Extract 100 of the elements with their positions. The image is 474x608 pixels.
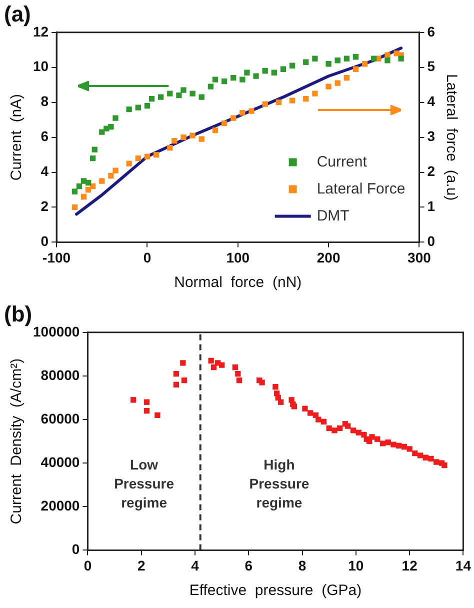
point [108, 172, 114, 179]
y2-axis-title: Lateral force (a.u) [442, 74, 460, 201]
point [212, 127, 218, 134]
y-tick-label: 10 [32, 58, 49, 74]
point [320, 418, 327, 425]
x-tick-label: 8 [298, 557, 306, 574]
annotation: High Pressure regime [249, 456, 310, 511]
point [417, 452, 424, 458]
point [371, 56, 377, 62]
point [176, 92, 182, 98]
point [244, 70, 250, 76]
y-axis-title: Current (nA) [8, 94, 26, 181]
point [361, 432, 367, 438]
point [352, 54, 359, 60]
x-tick-label: 0 [143, 249, 152, 266]
y2-tick-label: 4 [427, 93, 436, 110]
point [276, 100, 282, 106]
x-tick-label: -100 [42, 249, 71, 266]
point [72, 204, 78, 210]
point [130, 397, 136, 403]
point [76, 183, 82, 190]
point [154, 412, 160, 418]
point [232, 364, 238, 370]
point [334, 58, 340, 64]
point [350, 428, 356, 434]
point [248, 108, 254, 114]
point [308, 410, 314, 416]
point [167, 144, 173, 151]
y-tick-label: 80000 [40, 366, 80, 383]
point [236, 377, 242, 384]
point [158, 94, 164, 100]
x-tick-label: 200 [316, 249, 340, 266]
point [173, 382, 180, 388]
point [337, 425, 343, 432]
point [332, 428, 338, 434]
point [235, 370, 241, 377]
point [112, 168, 118, 174]
point [210, 364, 217, 370]
y-tick-label: 12 [32, 23, 49, 40]
point [326, 84, 332, 90]
point [144, 399, 150, 405]
point [262, 101, 268, 107]
point [253, 73, 259, 79]
point [428, 456, 434, 462]
point [369, 434, 375, 440]
point [344, 56, 350, 62]
point [221, 78, 228, 84]
legend-label: DMT [316, 207, 350, 224]
point [262, 68, 268, 74]
point [302, 406, 308, 412]
point [312, 56, 318, 62]
x-tick-label: 100 [226, 249, 250, 266]
point [92, 146, 98, 152]
x-tick-label: 4 [191, 557, 200, 574]
point [208, 358, 214, 364]
y-tick-label: 100000 [33, 323, 80, 340]
point [390, 442, 396, 448]
point [144, 154, 150, 160]
x-tick-label: 2 [137, 557, 146, 574]
point [289, 62, 296, 68]
y-tick-label: 0 [40, 233, 49, 250]
point [334, 80, 340, 86]
point [412, 450, 418, 456]
point [180, 134, 186, 140]
point [303, 96, 309, 102]
point [144, 103, 150, 109]
point [352, 66, 359, 72]
point [230, 115, 236, 121]
point [180, 87, 186, 93]
point [212, 76, 218, 82]
point [384, 58, 390, 64]
y2-tick-label: 5 [427, 58, 436, 74]
point [126, 106, 132, 112]
x-tick-label: 300 [408, 249, 432, 266]
y-tick-label: 2 [40, 198, 49, 214]
point [345, 423, 351, 429]
point [434, 459, 440, 465]
point [398, 56, 404, 62]
point [144, 408, 150, 414]
point [291, 404, 298, 410]
point [344, 75, 350, 81]
point [396, 442, 402, 448]
point [190, 90, 196, 96]
legend-label: Current [316, 153, 368, 170]
x-tick-label: 6 [244, 557, 253, 574]
y-tick-label: 40000 [40, 454, 80, 470]
y-axis-title: Current Density (A/cm²) [8, 358, 26, 524]
point [406, 446, 412, 452]
annotation: Low Pressure regime [114, 456, 174, 511]
x-tick-label: 12 [402, 557, 418, 574]
point [278, 399, 284, 405]
point [135, 104, 141, 110]
point [126, 160, 132, 166]
y-tick-label: 6 [40, 128, 49, 144]
point [240, 110, 246, 116]
point [303, 59, 309, 65]
point [208, 84, 214, 90]
point [181, 377, 188, 384]
point [230, 75, 236, 81]
point [374, 436, 380, 442]
